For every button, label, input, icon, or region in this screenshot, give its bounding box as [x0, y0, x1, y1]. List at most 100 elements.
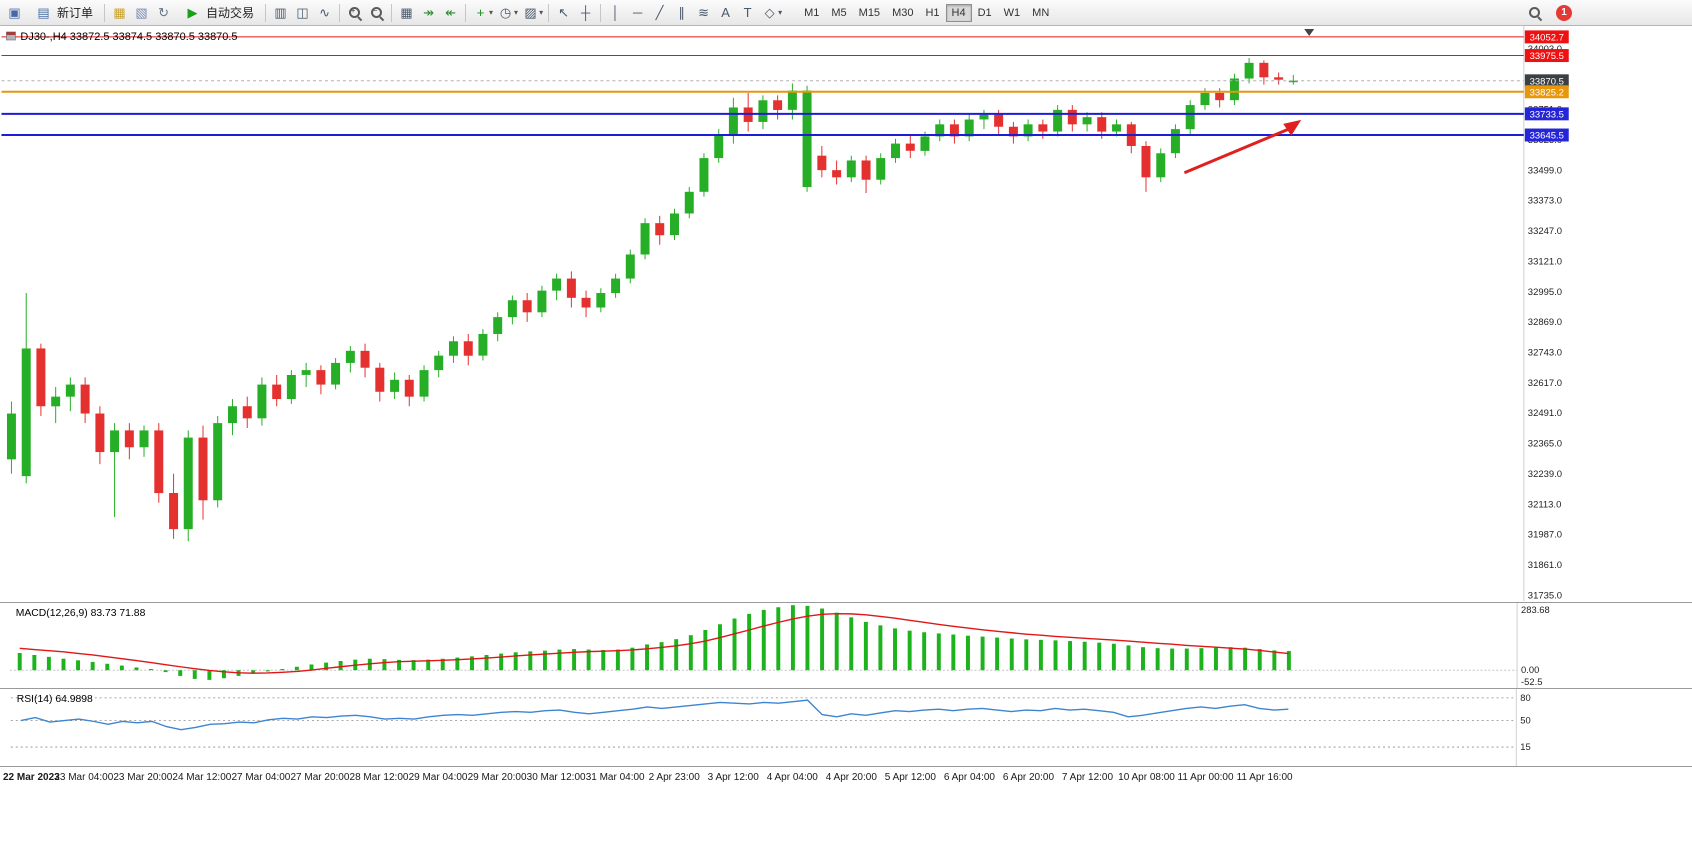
candlestick-chart-icon[interactable]: ◫	[296, 4, 309, 20]
svg-text:33733.5: 33733.5	[1530, 109, 1564, 120]
macd-histogram	[17, 605, 1291, 680]
svg-text:32491.0: 32491.0	[1528, 408, 1562, 419]
timeframe-group: M1 M5 M15 M30 H1 H4 D1 W1 MN	[798, 3, 1055, 22]
autotrading-label: 自动交易	[206, 6, 255, 20]
dropdown-caret-icon: ▾	[539, 8, 544, 17]
timeframe-h4[interactable]: H4	[945, 3, 972, 22]
timeframe-h1[interactable]: H1	[925, 6, 940, 19]
profiles-icon[interactable]: ▧	[135, 4, 148, 20]
time-label: 6 Apr 20:00	[1002, 772, 1055, 783]
chart-window-icon[interactable]: ▣	[8, 4, 21, 20]
fibonacci-icon[interactable]: ≋	[698, 4, 710, 20]
new-order-button[interactable]: ▤ 新订单	[26, 0, 100, 26]
price-badge: 33645.5	[1524, 128, 1569, 142]
autotrading-button[interactable]: ▶ 自动交易	[175, 0, 261, 26]
timeframe-d1[interactable]: D1	[977, 6, 992, 19]
charts-group-icon[interactable]: ▦	[113, 4, 126, 20]
timeframe-w1[interactable]: W1	[1003, 6, 1021, 19]
svg-text:33975.5: 33975.5	[1530, 51, 1564, 62]
new-order-icon: ▤	[37, 4, 50, 20]
chart-title: DJ30-,H4 33872.5 33874.5 33870.5 33870.5	[6, 31, 238, 43]
macd-label: MACD(12,26,9) 83.73 71.88	[16, 608, 146, 619]
auto-scroll-icon[interactable]: ↠	[423, 4, 434, 20]
time-label: 24 Mar 12:00	[172, 772, 232, 783]
time-label: 23 Mar 04:00	[54, 772, 114, 783]
periods-icon[interactable]: ◷	[499, 4, 512, 20]
svg-text:32365.0: 32365.0	[1528, 439, 1562, 450]
rsi-level-label: 50	[1520, 716, 1530, 726]
chart-shift-icon[interactable]: ↞	[445, 4, 456, 20]
shapes-icon[interactable]: ◇	[764, 4, 775, 20]
bar-chart-icon[interactable]: ▥	[274, 4, 287, 20]
rsi-panel[interactable]: 80 50 15 RSI(14) 64.9898	[0, 689, 1692, 767]
toolbar-right: 1	[1528, 4, 1688, 21]
notification-badge[interactable]: 1	[1556, 4, 1572, 21]
time-label: 29 Mar 04:00	[408, 772, 468, 783]
svg-text:DJ30-,H4 33872.5 33874.5 33870: DJ30-,H4 33872.5 33874.5 33870.5 33870.5	[20, 31, 237, 43]
time-label: 27 Mar 04:00	[231, 772, 291, 783]
label-icon[interactable]: T	[743, 5, 752, 20]
timeframe-m5[interactable]: M5	[831, 6, 847, 19]
svg-text:32113.0: 32113.0	[1528, 499, 1562, 510]
time-label: 5 Apr 12:00	[884, 772, 936, 783]
svg-text:33645.5: 33645.5	[1530, 131, 1564, 142]
horizontal-line-icon[interactable]: ─	[632, 5, 643, 20]
time-axis[interactable]: 22 Mar 2023 23 Mar 04:00 23 Mar 20:00 24 Ma…	[0, 767, 1692, 791]
rsi-label: RSI(14) 64.9898	[17, 694, 93, 705]
crosshair-icon[interactable]: ┼	[580, 5, 591, 20]
time-label: 11 Apr 16:00	[1236, 772, 1293, 783]
svg-text:33870.5: 33870.5	[1530, 76, 1564, 87]
timeframe-m15[interactable]: M15	[858, 6, 881, 19]
time-label: 7 Apr 12:00	[1061, 772, 1114, 783]
templates-icon[interactable]: ▨	[524, 4, 537, 20]
vertical-line-icon[interactable]: │	[611, 5, 620, 20]
toolbar-separator	[391, 3, 393, 22]
zoom-in-icon[interactable]: +	[344, 3, 365, 23]
svg-text:33247.0: 33247.0	[1528, 226, 1562, 237]
time-label: 3 Apr 12:00	[707, 772, 759, 783]
macd-panel[interactable]: MACD(12,26,9) 83.73 71.88 283.68 0.00 -52.5	[0, 603, 1692, 689]
svg-text:34052.7: 34052.7	[1530, 32, 1564, 43]
svg-text:31861.0: 31861.0	[1528, 560, 1562, 571]
time-label: 22 Mar 2023	[3, 772, 60, 783]
svg-text:-52.5: -52.5	[1521, 677, 1542, 687]
timeframe-mn[interactable]: MN	[1032, 6, 1050, 19]
svg-text:31987.0: 31987.0	[1528, 530, 1562, 541]
refresh-icon[interactable]: ↻	[158, 4, 169, 20]
time-label: 23 Mar 20:00	[113, 772, 173, 783]
timeframe-m30[interactable]: M30	[892, 6, 914, 19]
trendline-icon[interactable]: ╱	[655, 4, 664, 20]
chart-shift-marker[interactable]	[1304, 28, 1315, 36]
toolbar-separator	[548, 3, 550, 22]
time-label: 29 Mar 20:00	[467, 772, 527, 783]
chart-area: 34003.033877.033751.033625.033499.033373…	[0, 26, 1692, 791]
cursor-icon[interactable]: ↖	[558, 4, 570, 20]
macd-signal-line	[19, 612, 1289, 674]
price-axis[interactable]: 34003.033877.033751.033625.033499.033373…	[1528, 44, 1562, 602]
svg-text:32869.0: 32869.0	[1528, 317, 1562, 328]
arrow-annotation[interactable]	[1183, 119, 1302, 175]
text-icon[interactable]: A	[721, 5, 730, 20]
time-label: 28 Mar 12:00	[349, 772, 409, 783]
rsi-line	[20, 699, 1289, 731]
toolbar-separator	[465, 3, 467, 22]
macd-axis[interactable]: 283.68 0.00 -52.5	[1521, 605, 1550, 687]
timeframe-m1[interactable]: M1	[804, 6, 820, 19]
svg-text:32239.0: 32239.0	[1528, 469, 1562, 480]
price-chart[interactable]: 34003.033877.033751.033625.033499.033373…	[0, 26, 1692, 603]
svg-text:33121.0: 33121.0	[1528, 256, 1562, 267]
rsi-level-label: 80	[1520, 693, 1530, 703]
tile-windows-icon[interactable]: ▦	[400, 4, 413, 20]
price-badge: 34052.7	[1524, 30, 1569, 43]
indicators-icon[interactable]: +	[476, 5, 485, 20]
zoom-out-icon[interactable]: −	[366, 3, 387, 23]
time-label: 4 Apr 20:00	[825, 772, 877, 783]
svg-text:32743.0: 32743.0	[1528, 348, 1562, 359]
toolbar-chart-icons: ▥ ◫ ∿ + − ▦ ↠ ↞ + ▾ ◷ ▾ ▨ ▾ ↖ ┼ │ ─ ╱ ∥ ≋ A T ◇ ▾	[270, 3, 783, 23]
search-icon[interactable]	[1528, 6, 1542, 20]
channel-icon[interactable]: ∥	[678, 4, 685, 20]
line-chart-icon[interactable]: ∿	[319, 4, 330, 20]
toolbar-mid-icons: ▦ ▧ ↻	[109, 3, 174, 23]
new-order-label: 新订单	[57, 6, 94, 20]
